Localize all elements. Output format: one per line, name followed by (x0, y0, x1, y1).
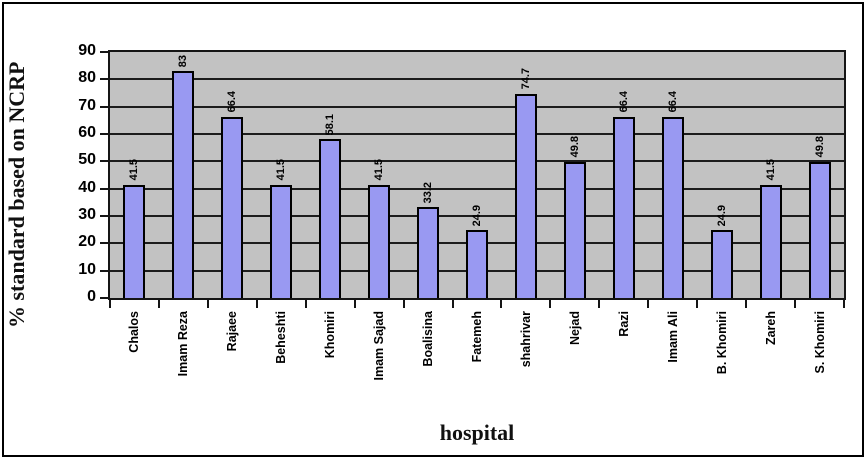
x-tick-mark-4 (304, 300, 307, 308)
x-tick-mark-2 (206, 300, 209, 308)
bar-value-label: 66.4 (617, 91, 630, 113)
gridline-50 (110, 160, 844, 163)
bar-Beheshti (270, 184, 293, 298)
y-tick-label-0: 0 (87, 288, 96, 305)
x-category-label-s-khomiri: S. Khomiri (812, 311, 827, 374)
x-category-label-rajaee: Rajaee (225, 311, 240, 352)
x-category-label-imam-ali: Imam Ali (665, 311, 680, 363)
y-tick-mark-70 (100, 105, 108, 108)
y-tick-label-10: 10 (78, 260, 96, 278)
y-tick-label-20: 20 (78, 233, 96, 251)
y-tick-mark-20 (100, 242, 108, 245)
x-category-label-shahrivar: shahrivar (518, 311, 533, 368)
x-category-label-nejad: Nejad (567, 311, 582, 346)
y-tick-mark-10 (100, 269, 108, 272)
bar-value-label: 83 (177, 54, 190, 68)
bar-value-label: 66.4 (226, 91, 239, 113)
x-tick-mark-11 (647, 300, 650, 308)
bar-S. Khomiri (808, 161, 831, 298)
bar-shahrivar (514, 93, 537, 298)
x-category-label-khomiri: Khomiri (323, 311, 338, 359)
bar-value-label: 24.9 (471, 204, 483, 226)
y-tick-label-90: 90 (78, 42, 96, 59)
y-tick-mark-40 (100, 187, 108, 190)
figure-border (2, 2, 864, 457)
bar-value-label: 58.1 (324, 113, 337, 136)
x-tick-mark-10 (598, 300, 601, 308)
gridline-60 (110, 133, 844, 135)
x-tick-mark-6 (402, 300, 405, 308)
bar-value-label: 66.4 (666, 91, 679, 113)
y-tick-mark-60 (100, 133, 108, 135)
x-tick-mark-14 (794, 300, 797, 308)
y-tick-mark-0 (100, 297, 108, 299)
bar-Khomiri (319, 139, 342, 298)
bar-Rajaee (221, 116, 244, 298)
y-tick-mark-50 (100, 160, 108, 163)
x-tick-mark-9 (549, 300, 552, 308)
x-category-label-boalisina: Boalisina (421, 311, 436, 367)
bar-Zareh (759, 184, 782, 298)
y-tick-label-50: 50 (78, 151, 96, 169)
bar-Imam Reza (172, 71, 195, 298)
gridline-80 (110, 78, 844, 81)
x-tick-mark-1 (157, 300, 160, 308)
y-tick-label-70: 70 (78, 96, 96, 114)
bar-value-label: 41.5 (128, 159, 141, 181)
gridline-70 (110, 105, 844, 108)
bar-value-label: 41.5 (275, 159, 288, 181)
bar-value-label: 74.7 (519, 68, 532, 90)
bar-value-label: 41.5 (373, 159, 386, 181)
gridline-40 (110, 187, 844, 190)
y-tick-mark-90 (100, 51, 108, 53)
x-category-label-imam-reza: Imam Reza (176, 311, 191, 377)
x-category-label-imam-sajad: Imam Sajad (372, 311, 387, 381)
x-tick-mark-13 (745, 300, 748, 308)
bar-Razi (612, 116, 635, 298)
bar-Chalos (123, 184, 146, 298)
y-tick-label-40: 40 (78, 178, 96, 196)
x-tick-mark-5 (353, 300, 356, 308)
bar-Fatemeh (466, 229, 488, 298)
bar-value-label: 49.8 (813, 136, 826, 158)
x-category-label-beheshti: Beheshti (274, 311, 289, 364)
gridline-30 (110, 215, 844, 217)
x-category-label-zareh: Zareh (763, 311, 778, 346)
plot-area: 41.5 83 66.4 41.5 58.1 41.5 33.2 24.9 74.7 49.8 66… (108, 50, 846, 300)
bar-value-label: 49.8 (568, 136, 581, 158)
bar-Nejad (563, 161, 586, 298)
bar-Imam Sajad (368, 184, 391, 298)
bar-Imam Ali (661, 116, 684, 298)
y-axis-title: % standard based on NCRP (4, 61, 29, 329)
x-axis-title: hospital (439, 420, 515, 445)
bar-value-label: 33.2 (422, 181, 435, 204)
x-tick-mark-3 (255, 300, 258, 308)
x-category-label-fatemeh: Fatemeh (470, 311, 484, 363)
y-tick-mark-30 (100, 215, 108, 217)
y-tick-label-60: 60 (78, 124, 96, 141)
y-tick-mark-80 (100, 78, 108, 81)
x-tick-mark-15 (843, 300, 845, 308)
bar-value-label: 24.9 (715, 204, 728, 226)
x-category-label-razi: Razi (616, 311, 631, 337)
y-tick-label-30: 30 (78, 206, 96, 223)
bar-B. Khomiri (710, 229, 733, 298)
bar-value-label: 41.5 (764, 159, 777, 181)
x-tick-mark-12 (696, 300, 699, 308)
bar-Boalisina (417, 207, 440, 298)
x-tick-mark-7 (451, 300, 454, 308)
x-tick-mark-0 (109, 300, 111, 308)
y-tick-label-80: 80 (78, 69, 96, 87)
x-tick-mark-8 (500, 300, 503, 308)
x-category-label-chalos: Chalos (127, 311, 142, 353)
x-category-label-b-khomiri: B. Khomiri (714, 311, 729, 375)
